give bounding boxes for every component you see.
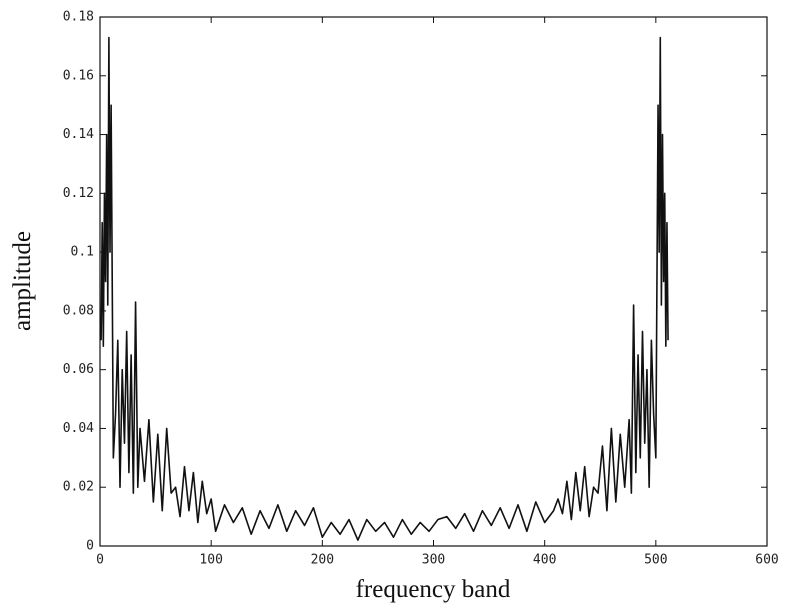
y-tick-label: 0.08 [63, 303, 94, 318]
y-tick-label: 0.04 [63, 421, 94, 436]
x-tick-label: 300 [422, 553, 445, 568]
x-tick-label: 0 [96, 553, 104, 568]
x-axis-label: frequency band [356, 576, 511, 603]
data-line [100, 36, 669, 541]
y-tick-label: 0.16 [63, 68, 94, 83]
y-tick-label: 0 [86, 539, 94, 554]
x-tick-label: 200 [311, 553, 334, 568]
y-axis-label: amplitude [9, 231, 36, 331]
y-tick-label: 0.14 [63, 127, 94, 142]
x-tick-label: 100 [199, 553, 222, 568]
x-tick-label: 400 [533, 553, 556, 568]
y-tick-label: 0.06 [63, 362, 94, 377]
y-tick-label: 0.02 [63, 480, 94, 495]
y-tick-label: 0.1 [71, 245, 94, 260]
y-tick-label: 0.12 [63, 186, 94, 201]
x-tick-label: 600 [755, 553, 778, 568]
x-tick-label: 500 [644, 553, 667, 568]
y-tick-label: 0.18 [63, 10, 94, 25]
